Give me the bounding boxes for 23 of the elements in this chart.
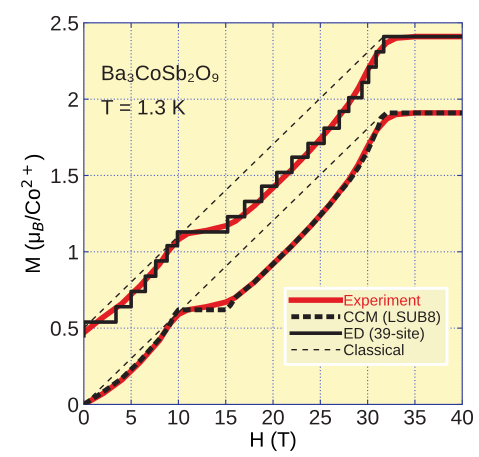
legend-label: ED (39-site) [344,327,424,342]
legend-label: Experiment [344,294,420,309]
y-tick-label: 2.5 [51,16,78,31]
x-tick-label: 25 [310,410,332,425]
x-tick-label: 35 [404,410,426,425]
y-tick-label: 1.5 [52,168,78,184]
x-tick-label: 15 [216,410,236,425]
legend-label: CCM (LSUB8) [344,310,440,326]
y-tick-label: 0.5 [50,321,78,336]
x-tick-label: 20 [262,410,284,425]
annotation: Ba₃CoSb₂O₉ [102,64,218,82]
x-tick-label: 5 [126,410,136,425]
annotation: T = 1.3 K [101,100,186,115]
y-tick-label: 2 [68,92,78,107]
x-tick-label: 10 [168,410,190,425]
x-tick-label: 40 [451,410,474,425]
x-tick-label: 0 [78,410,89,425]
y-tick-label: 0 [68,397,78,412]
x-axis-title: H (T) [251,432,296,451]
x-tick-label: 30 [356,410,378,425]
legend-label: Classical [344,344,404,356]
y-axis-title: M (μ$_{B}$/Co$^{2+}$) [21,154,44,272]
y-tick-label: 1 [68,245,78,260]
